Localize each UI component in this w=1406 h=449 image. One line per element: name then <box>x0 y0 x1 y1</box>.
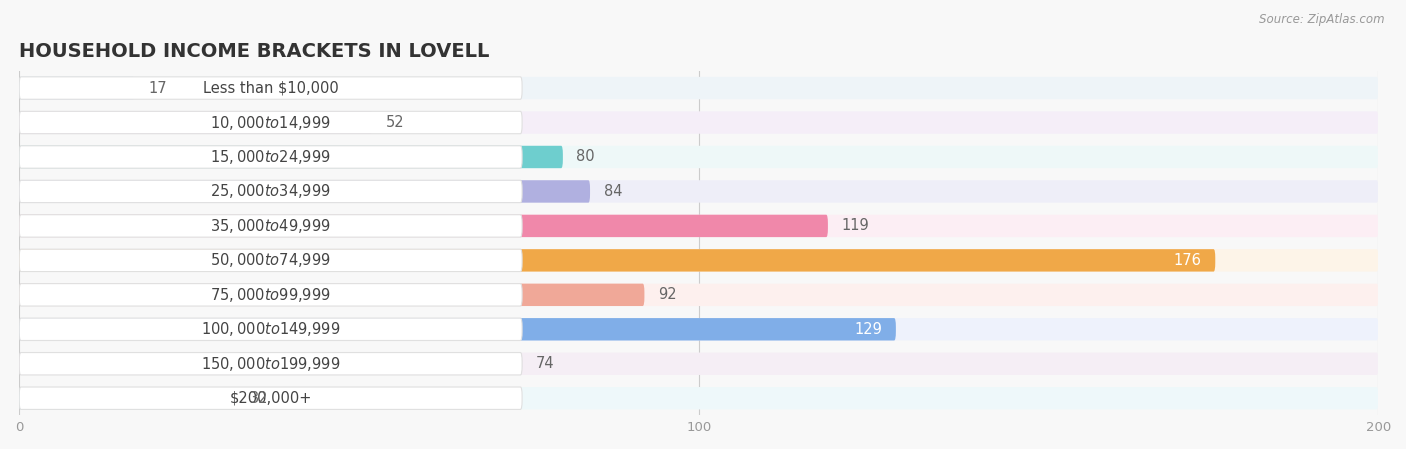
FancyBboxPatch shape <box>20 111 1378 134</box>
Text: $200,000+: $200,000+ <box>229 391 312 406</box>
FancyBboxPatch shape <box>20 352 1378 375</box>
FancyBboxPatch shape <box>20 215 1378 237</box>
Text: 176: 176 <box>1174 253 1202 268</box>
FancyBboxPatch shape <box>20 318 522 340</box>
FancyBboxPatch shape <box>20 284 1378 306</box>
FancyBboxPatch shape <box>20 111 373 134</box>
Text: 92: 92 <box>658 287 676 302</box>
FancyBboxPatch shape <box>20 387 1378 409</box>
Text: 52: 52 <box>387 115 405 130</box>
Text: $10,000 to $14,999: $10,000 to $14,999 <box>211 114 330 132</box>
FancyBboxPatch shape <box>20 146 562 168</box>
FancyBboxPatch shape <box>20 318 896 340</box>
FancyBboxPatch shape <box>20 387 522 409</box>
FancyBboxPatch shape <box>20 146 522 168</box>
Text: 74: 74 <box>536 356 554 371</box>
FancyBboxPatch shape <box>20 249 1378 272</box>
FancyBboxPatch shape <box>20 215 828 237</box>
Text: $15,000 to $24,999: $15,000 to $24,999 <box>211 148 330 166</box>
FancyBboxPatch shape <box>20 180 1378 202</box>
Text: $50,000 to $74,999: $50,000 to $74,999 <box>211 251 330 269</box>
Text: HOUSEHOLD INCOME BRACKETS IN LOVELL: HOUSEHOLD INCOME BRACKETS IN LOVELL <box>20 42 489 61</box>
Text: 32: 32 <box>250 391 269 406</box>
FancyBboxPatch shape <box>20 284 522 306</box>
Text: 80: 80 <box>576 150 595 164</box>
FancyBboxPatch shape <box>20 249 1215 272</box>
Text: 84: 84 <box>603 184 621 199</box>
FancyBboxPatch shape <box>20 352 522 375</box>
Text: 119: 119 <box>842 218 869 233</box>
Text: $100,000 to $149,999: $100,000 to $149,999 <box>201 320 340 338</box>
FancyBboxPatch shape <box>20 146 1378 168</box>
FancyBboxPatch shape <box>20 215 522 237</box>
Text: $35,000 to $49,999: $35,000 to $49,999 <box>211 217 330 235</box>
FancyBboxPatch shape <box>20 180 591 202</box>
Text: $75,000 to $99,999: $75,000 to $99,999 <box>211 286 330 304</box>
Text: Less than $10,000: Less than $10,000 <box>202 80 339 96</box>
Text: $150,000 to $199,999: $150,000 to $199,999 <box>201 355 340 373</box>
Text: 129: 129 <box>855 322 883 337</box>
FancyBboxPatch shape <box>20 77 1378 99</box>
Text: 17: 17 <box>148 80 167 96</box>
FancyBboxPatch shape <box>20 352 522 375</box>
FancyBboxPatch shape <box>20 318 1378 340</box>
FancyBboxPatch shape <box>20 387 236 409</box>
FancyBboxPatch shape <box>20 77 522 99</box>
FancyBboxPatch shape <box>20 111 522 134</box>
FancyBboxPatch shape <box>20 249 522 272</box>
FancyBboxPatch shape <box>20 284 644 306</box>
FancyBboxPatch shape <box>20 77 135 99</box>
FancyBboxPatch shape <box>20 180 522 202</box>
Text: Source: ZipAtlas.com: Source: ZipAtlas.com <box>1260 13 1385 26</box>
Text: $25,000 to $34,999: $25,000 to $34,999 <box>211 182 330 200</box>
